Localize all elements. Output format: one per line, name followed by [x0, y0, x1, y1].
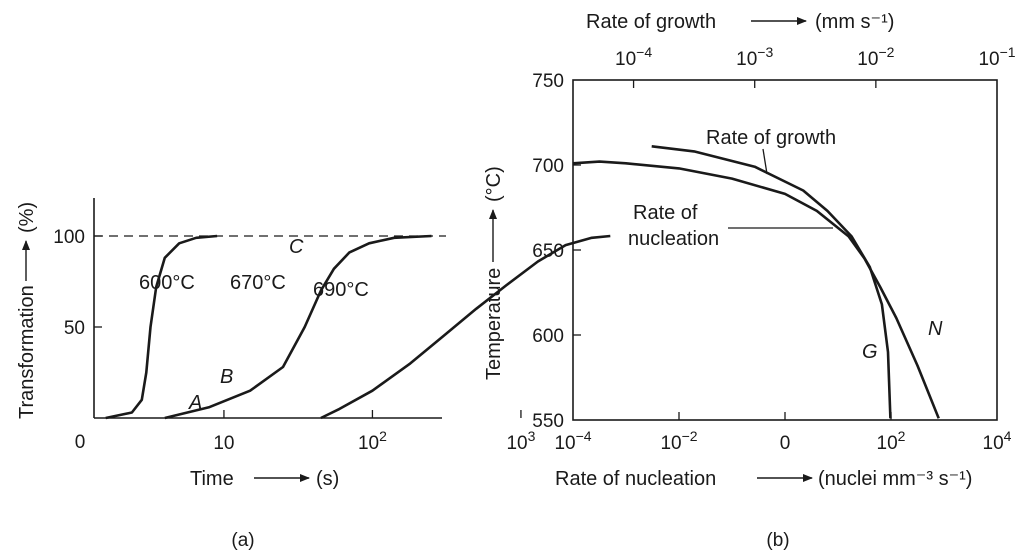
chart-a-annotation-c: C [289, 236, 304, 258]
chart-b-annotation-g: G [862, 341, 878, 363]
chart-a-xtick-label-10: 10 [213, 433, 234, 454]
chart-b-x2tick-label-0: 10−4 [615, 44, 652, 70]
chart-b-xtick-label-2: 0 [780, 433, 791, 454]
chart-a-ytick-label-50: 50 [64, 318, 85, 339]
chart-a-x-label: Time [190, 468, 234, 490]
chart-a-xtick-label-1000: 103 [506, 428, 535, 454]
chart-a-series [105, 234, 611, 420]
chart-b-ytick-label-650: 650 [532, 241, 564, 262]
chart-b-xtick-label-4: 104 [983, 428, 1012, 454]
chart-b-series-rate-of-nucleation [572, 160, 940, 419]
chart-b-ytick-label-600: 600 [532, 326, 564, 347]
chart-a-x-unit: (s) [316, 468, 339, 490]
chart-b-annotation-rate-of: Rate of [633, 202, 698, 224]
chart-b-top-title: Rate of growth (mm s⁻¹) [586, 11, 894, 33]
chart-b-xtick-label-1: 10−2 [660, 428, 697, 454]
chart-b-y-label: Temperature [483, 268, 505, 380]
chart-b-x-label: Rate of nucleation [555, 468, 716, 490]
chart-a-annotation-a: A [188, 392, 202, 414]
chart-a-ticks: 10 102 103 50 100 [53, 227, 535, 454]
chart-b-ytick-label-550: 550 [532, 411, 564, 432]
chart-a-annotation-b: B [220, 366, 233, 388]
chart-b-annotation-rate-of-growth: Rate of growth [706, 127, 836, 149]
chart-b-x2tick-label-2: 10−2 [857, 44, 894, 70]
chart-b-ytick-label-750: 750 [532, 71, 564, 92]
chart-b-top-unit: (mm s⁻¹) [815, 11, 894, 33]
chart-a-series-label-670: 670°C [230, 272, 286, 294]
chart-a-series-label-690: 690°C [313, 279, 369, 301]
chart-a-y-title: Transformation (%) [16, 202, 38, 419]
chart-b-x2tick-label-3: 10−1 [978, 44, 1015, 70]
chart-a-y-label: Transformation [16, 285, 38, 419]
chart-a-series-600-c [105, 234, 218, 420]
chart-a-axes [93, 198, 442, 419]
chart-a-ytick-label-100: 100 [53, 227, 85, 248]
chart-b-xtick-label-3: 102 [877, 428, 906, 454]
chart-b-leader-growth [762, 148, 768, 175]
chart-a-y-unit: (%) [16, 202, 38, 233]
chart-a-panel-label: (a) [231, 530, 254, 551]
chart-b-ytick-label-700: 700 [532, 156, 564, 177]
chart-b-panel-label: (b) [766, 530, 789, 551]
chart-b-top-label: Rate of growth [586, 11, 716, 33]
chart-a-x-title: Time (s) [190, 468, 339, 490]
chart-b-series [572, 145, 940, 419]
chart-a-series-label-600: 600°C [139, 272, 195, 294]
chart-b-bottom-title: Rate of nucleation (nuclei mm⁻³ s⁻¹) [555, 468, 972, 490]
chart-a-series-690-c [320, 234, 611, 420]
chart-b-y-title: Temperature (°C) [483, 166, 505, 380]
chart-a-xtick-label-100: 102 [358, 428, 387, 454]
chart-b-annotation-n: N [928, 318, 943, 340]
chart-b-x-unit: (nuclei mm⁻³ s⁻¹) [818, 468, 972, 490]
chart-b-x2tick-label-1: 10−3 [736, 44, 773, 70]
chart-b-y-unit: (°C) [483, 166, 505, 202]
chart-b-series-rate-of-growth [651, 145, 892, 419]
chart-a-series-670-c [164, 234, 432, 420]
chart-a-origin-label: 0 [75, 432, 86, 453]
chart-b-annotation-nucleation: nucleation [628, 228, 719, 250]
